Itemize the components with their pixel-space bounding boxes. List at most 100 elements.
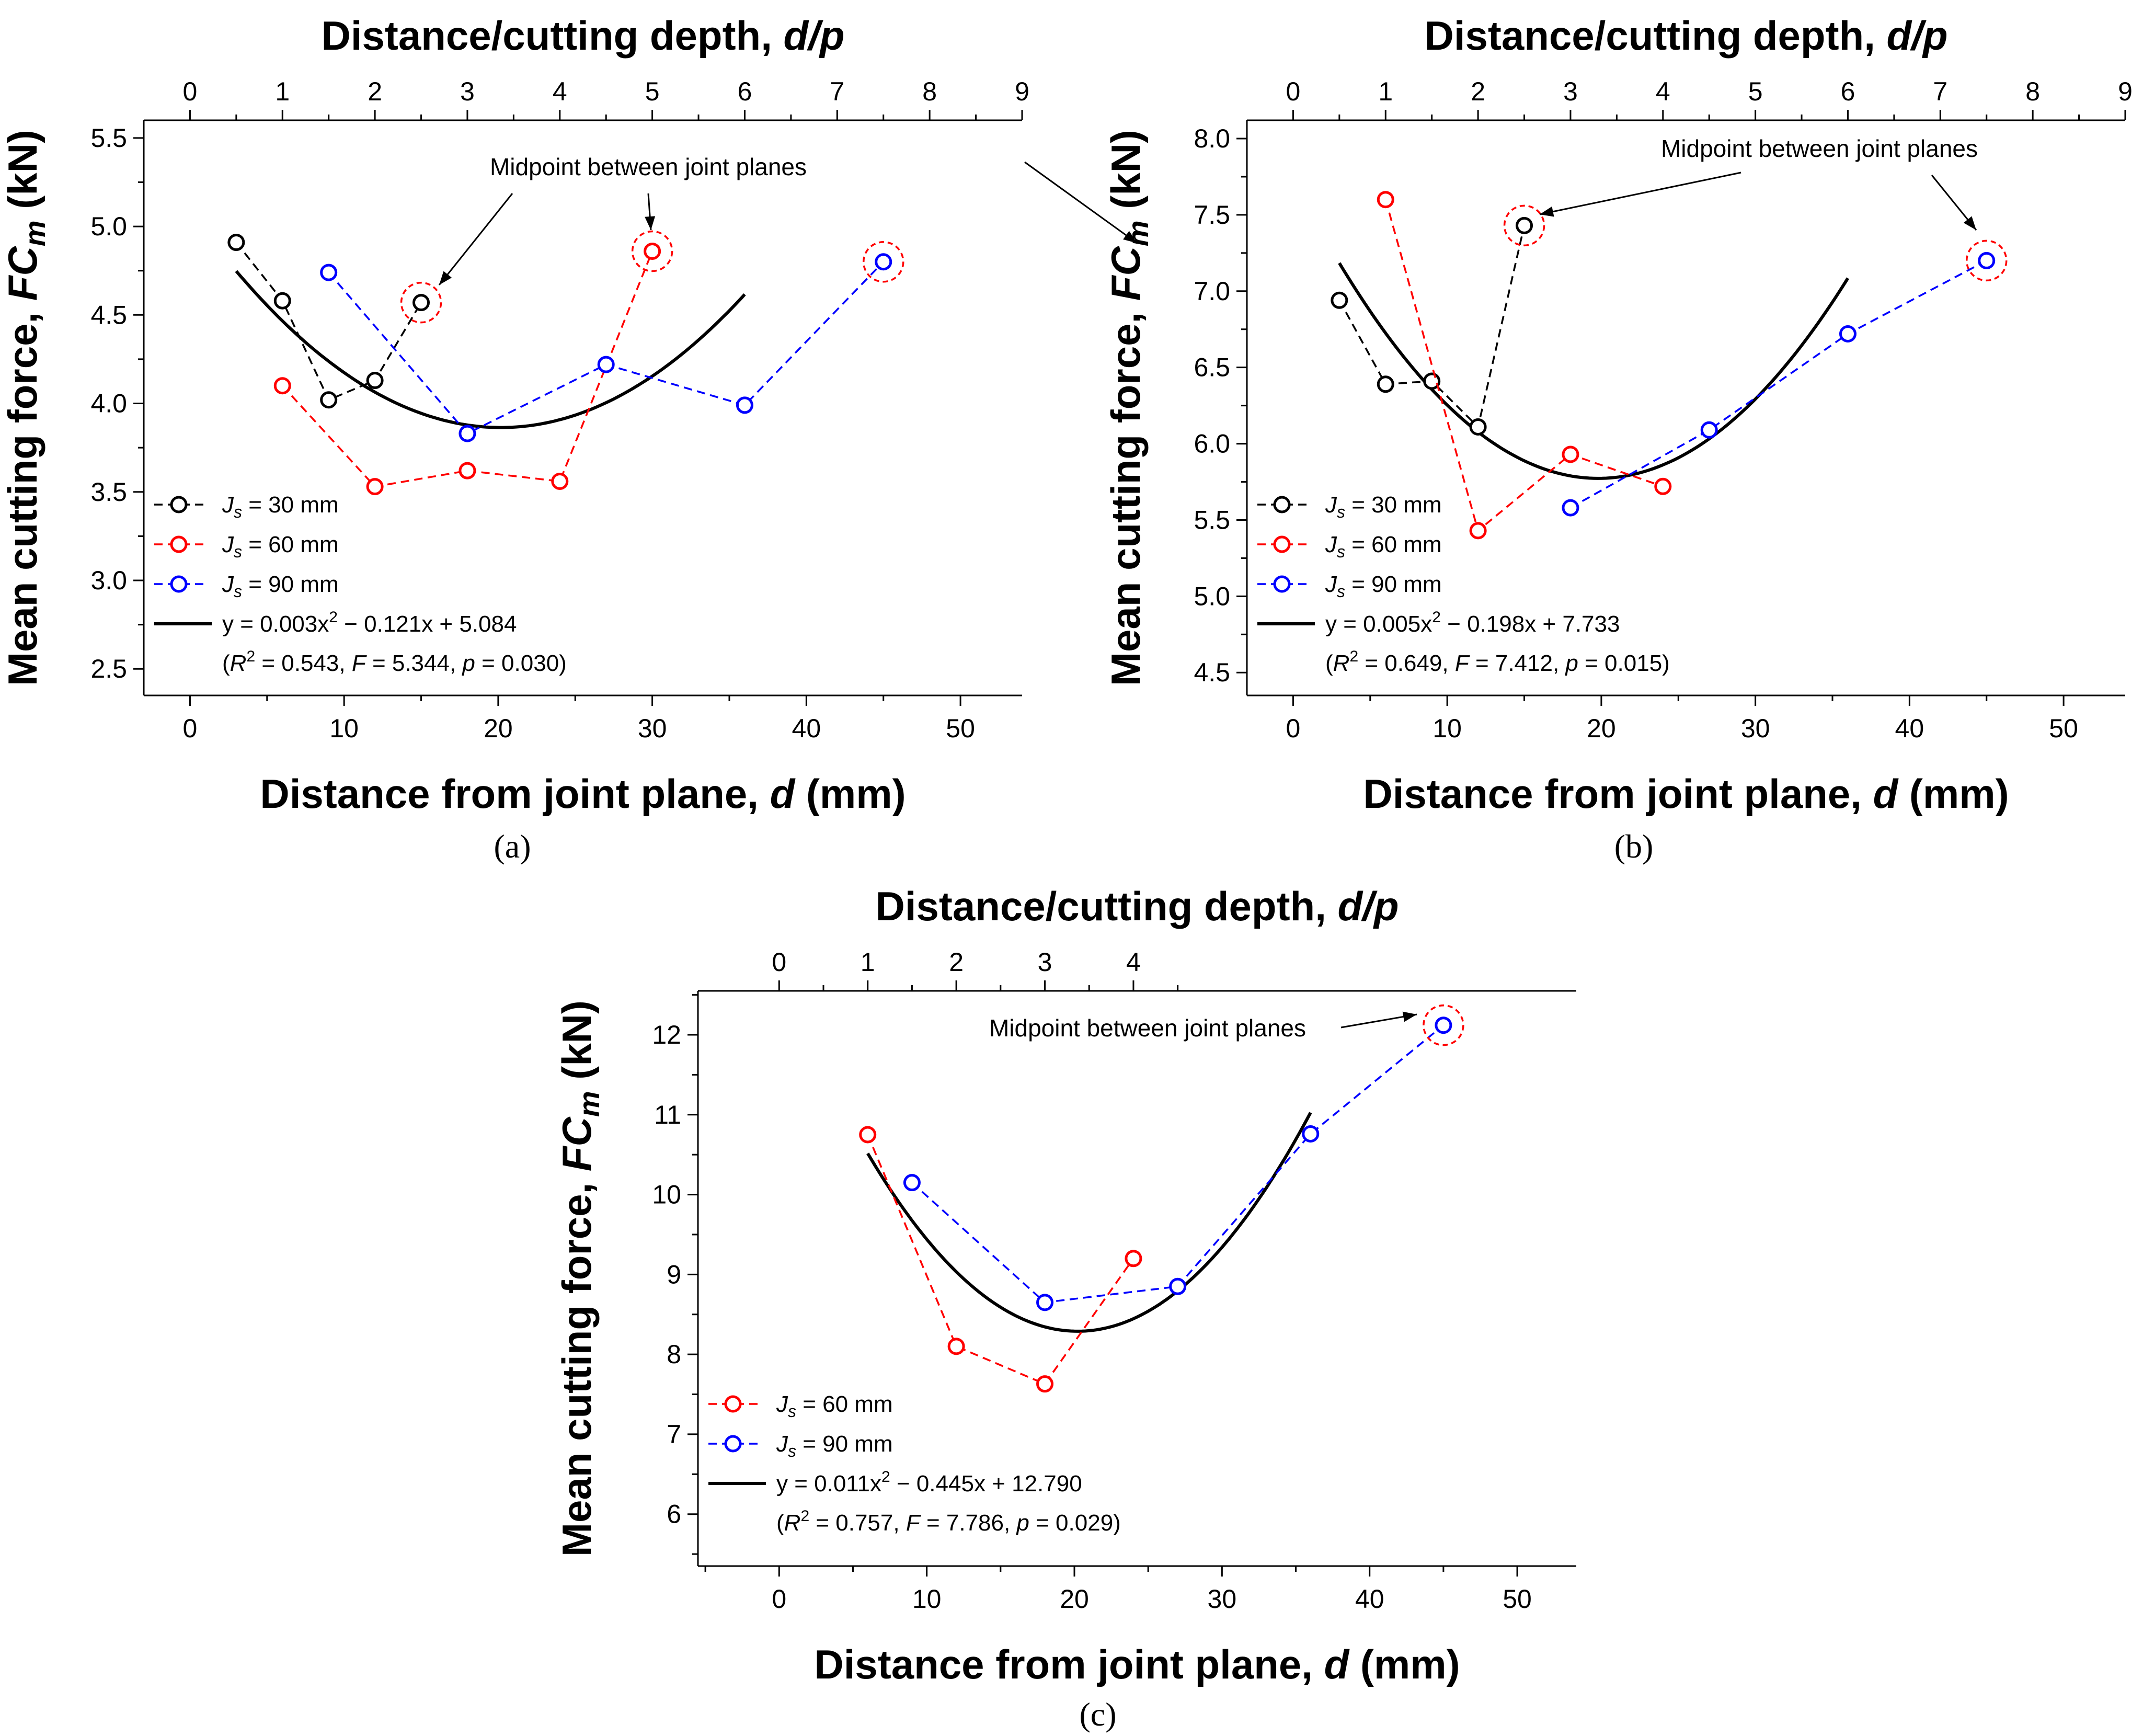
data-point-js60: [459, 462, 476, 479]
legend-label-js30: Js = 30 mm: [222, 492, 339, 521]
top-tick-label: 7: [830, 77, 844, 106]
data-point-js60: [1562, 446, 1579, 463]
data-point-js60: [366, 478, 384, 496]
x-tick-label: 40: [1355, 1584, 1384, 1614]
y-tick-label: 5.0: [90, 212, 127, 241]
top-tick-label: 4: [553, 77, 567, 106]
series-line-js60: [1384, 199, 1664, 532]
data-point-js30: [1377, 375, 1394, 393]
data-point-js30: [1469, 418, 1487, 436]
y-tick-label: 5.0: [1194, 581, 1230, 611]
data-point-js30: [273, 292, 291, 310]
fit-equation: y = 0.003x2 − 0.121x + 5.084: [222, 609, 517, 637]
data-point-js30: [1331, 291, 1348, 309]
data-point-js30: [320, 391, 338, 409]
data-point-js30: [227, 234, 245, 252]
data-point-js60: [1469, 522, 1487, 540]
x-axis-title: Distance from joint plane, d (mm): [1363, 771, 2009, 817]
top-tick-label: 1: [1378, 77, 1393, 106]
y-tick-label: 7.0: [1194, 277, 1230, 306]
series-line-js90: [328, 261, 884, 435]
x-axis-title: Distance from joint plane, d (mm): [814, 1641, 1460, 1687]
top-tick-label: 4: [1126, 947, 1141, 977]
top-tick-label: 6: [1841, 77, 1855, 106]
top-tick-label: 6: [738, 77, 752, 106]
y-tick-label: 11: [654, 1100, 681, 1129]
y-tick-label: 12: [652, 1020, 681, 1049]
chart-panel-a: 0 10 20 30 40 50 0 1 2 3 4 5 6 7 8 9 2.5 3.0 3.5 4.0 4.5 5.0 5…: [0, 13, 1138, 865]
legend-label-js60: Js = 60 mm: [1325, 532, 1442, 561]
data-point-js60: [551, 472, 569, 490]
fit-statistics: (R2 = 0.649, F = 7.412, p = 0.015): [1325, 648, 1670, 676]
y-tick-label: 6: [667, 1500, 681, 1529]
x-tick-label: 0: [772, 1584, 786, 1614]
data-point-js90: [1435, 1017, 1452, 1034]
top-tick-label: 0: [183, 77, 198, 106]
data-point-js90: [597, 356, 615, 373]
data-point-js90: [875, 253, 892, 271]
legend-label-js60: Js = 60 mm: [222, 532, 339, 561]
midpoint-highlight: [1503, 204, 1545, 247]
top-axis-title: Distance/cutting depth, d/p: [1424, 13, 1947, 59]
y-tick-label: 7.5: [1194, 200, 1230, 230]
top-tick-label: 1: [275, 77, 290, 106]
data-point-js60: [859, 1126, 877, 1144]
y-tick-label: 4.0: [90, 389, 127, 418]
legend-label-js90: Js = 90 mm: [1325, 572, 1442, 601]
legend-marker-js90: [1273, 575, 1291, 593]
legend-marker-js60: [724, 1395, 742, 1413]
data-point-js90: [1839, 325, 1856, 342]
x-tick-label: 50: [2049, 714, 2078, 743]
annotation-arrow: [438, 193, 513, 285]
top-tick-label: 9: [1015, 77, 1029, 106]
data-point-js60: [1125, 1250, 1142, 1267]
y-tick-label: 8.0: [1194, 124, 1230, 153]
top-tick-label: 7: [1933, 77, 1947, 106]
top-tick-label: 2: [368, 77, 382, 106]
legend-marker-js60: [1273, 535, 1291, 553]
y-tick-label: 3.5: [90, 477, 127, 507]
data-point-js60: [1654, 477, 1672, 495]
annotation-arrowhead: [1540, 206, 1554, 217]
top-tick-label: 9: [2118, 77, 2133, 106]
chart-panel-b: 0 10 20 30 40 50 0 1 2 3 4 5 6 7 8 9 4.5 5.0 5.5 6.0 6.5 7.0 7…: [1103, 13, 2133, 865]
y-axis-title: Mean cutting force, FCm (kN): [1103, 130, 1154, 686]
data-point-js60: [1036, 1375, 1054, 1393]
legend-marker-js30: [1273, 496, 1291, 513]
x-tick-label: 0: [1286, 714, 1301, 743]
x-tick-label: 30: [1741, 714, 1770, 743]
midpoint-highlight: [1423, 1004, 1464, 1046]
top-tick-label: 5: [1748, 77, 1763, 106]
top-tick-label: 5: [645, 77, 660, 106]
annotation-arrowhead: [439, 271, 452, 285]
midpoint-highlight: [862, 241, 904, 283]
legend-marker-js30: [170, 496, 188, 513]
x-tick-label: 10: [912, 1584, 942, 1614]
fit-curve: [235, 270, 746, 429]
x-tick-label: 30: [638, 714, 667, 743]
top-tick-label: 8: [2025, 77, 2040, 106]
y-tick-label: 8: [667, 1340, 681, 1369]
annotation-arrowhead: [1402, 1011, 1417, 1022]
fit-equation: y = 0.005x2 − 0.198x + 7.733: [1325, 609, 1620, 637]
legend-label-js30: Js = 30 mm: [1325, 492, 1442, 521]
y-tick-label: 6.0: [1194, 429, 1230, 459]
midpoint-highlight: [400, 281, 442, 324]
legend-label-js60: Js = 60 mm: [776, 1391, 893, 1421]
y-tick-label: 5.5: [90, 123, 127, 153]
data-point-js90: [736, 396, 753, 414]
data-point-js90: [1978, 252, 1996, 269]
x-tick-label: 20: [484, 714, 513, 743]
y-tick-label: 7: [667, 1420, 681, 1449]
top-tick-label: 2: [1471, 77, 1485, 106]
data-point-js90: [320, 264, 338, 281]
legend-marker-js90: [170, 575, 188, 593]
y-axis-title: Mean cutting force, FCm (kN): [554, 1000, 605, 1557]
fit-statistics: (R2 = 0.543, F = 5.344, p = 0.030): [222, 648, 567, 676]
x-tick-label: 40: [792, 714, 821, 743]
annotation-arrowhead: [645, 216, 656, 230]
fit-equation: y = 0.011x2 − 0.445x + 12.790: [776, 1468, 1082, 1497]
series-line-js90: [1570, 259, 1987, 509]
series-line-js30: [1338, 225, 1526, 429]
